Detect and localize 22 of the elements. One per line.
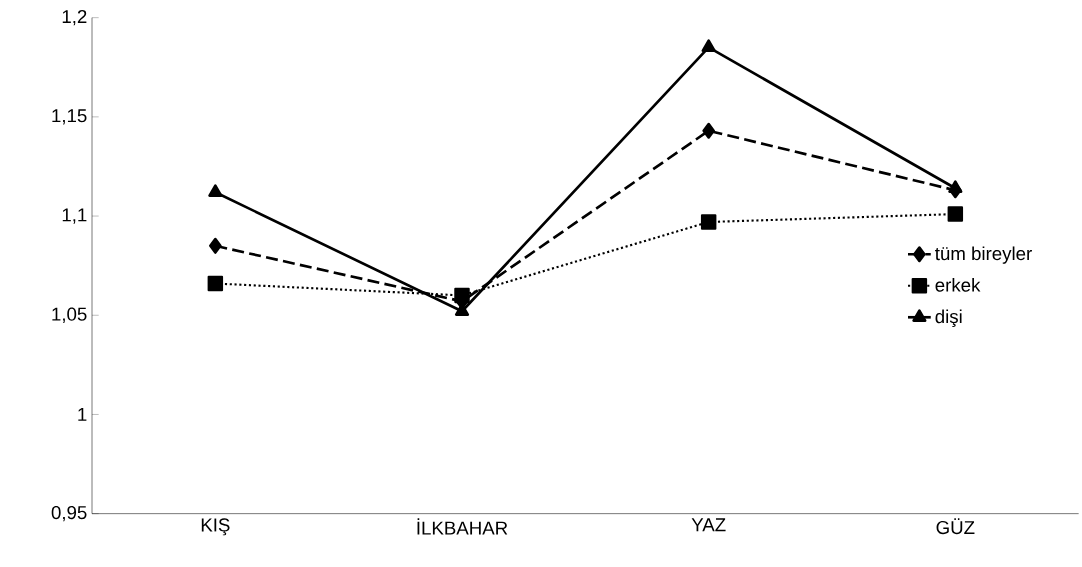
point (454, 287, 470, 304)
y-tick-label: 1,15 (52, 109, 87, 125)
x-tick-label: YAZ (691, 518, 726, 532)
x-tick-label: GÜZ (936, 518, 975, 535)
point (947, 206, 964, 222)
y-tick-label: 1,2 (62, 9, 87, 26)
y-tick-label: 1 (78, 408, 87, 421)
legend-label: dişi (935, 309, 962, 327)
x-tick-label: İLKBAHAR (417, 518, 508, 535)
point (207, 275, 224, 292)
point (948, 180, 963, 193)
point (208, 184, 223, 197)
y-tick-label: 1,1 (62, 208, 87, 224)
point (702, 122, 716, 139)
y-tick-label: 0,95 (51, 505, 87, 522)
point (209, 237, 222, 254)
y-tick-label: 1,05 (52, 307, 87, 323)
x-tick-label: KIŞ (201, 518, 230, 536)
legend-label: tüm bireyler (935, 246, 1032, 264)
point (701, 39, 716, 53)
legend-label: erkek (935, 277, 981, 292)
point (700, 214, 717, 230)
